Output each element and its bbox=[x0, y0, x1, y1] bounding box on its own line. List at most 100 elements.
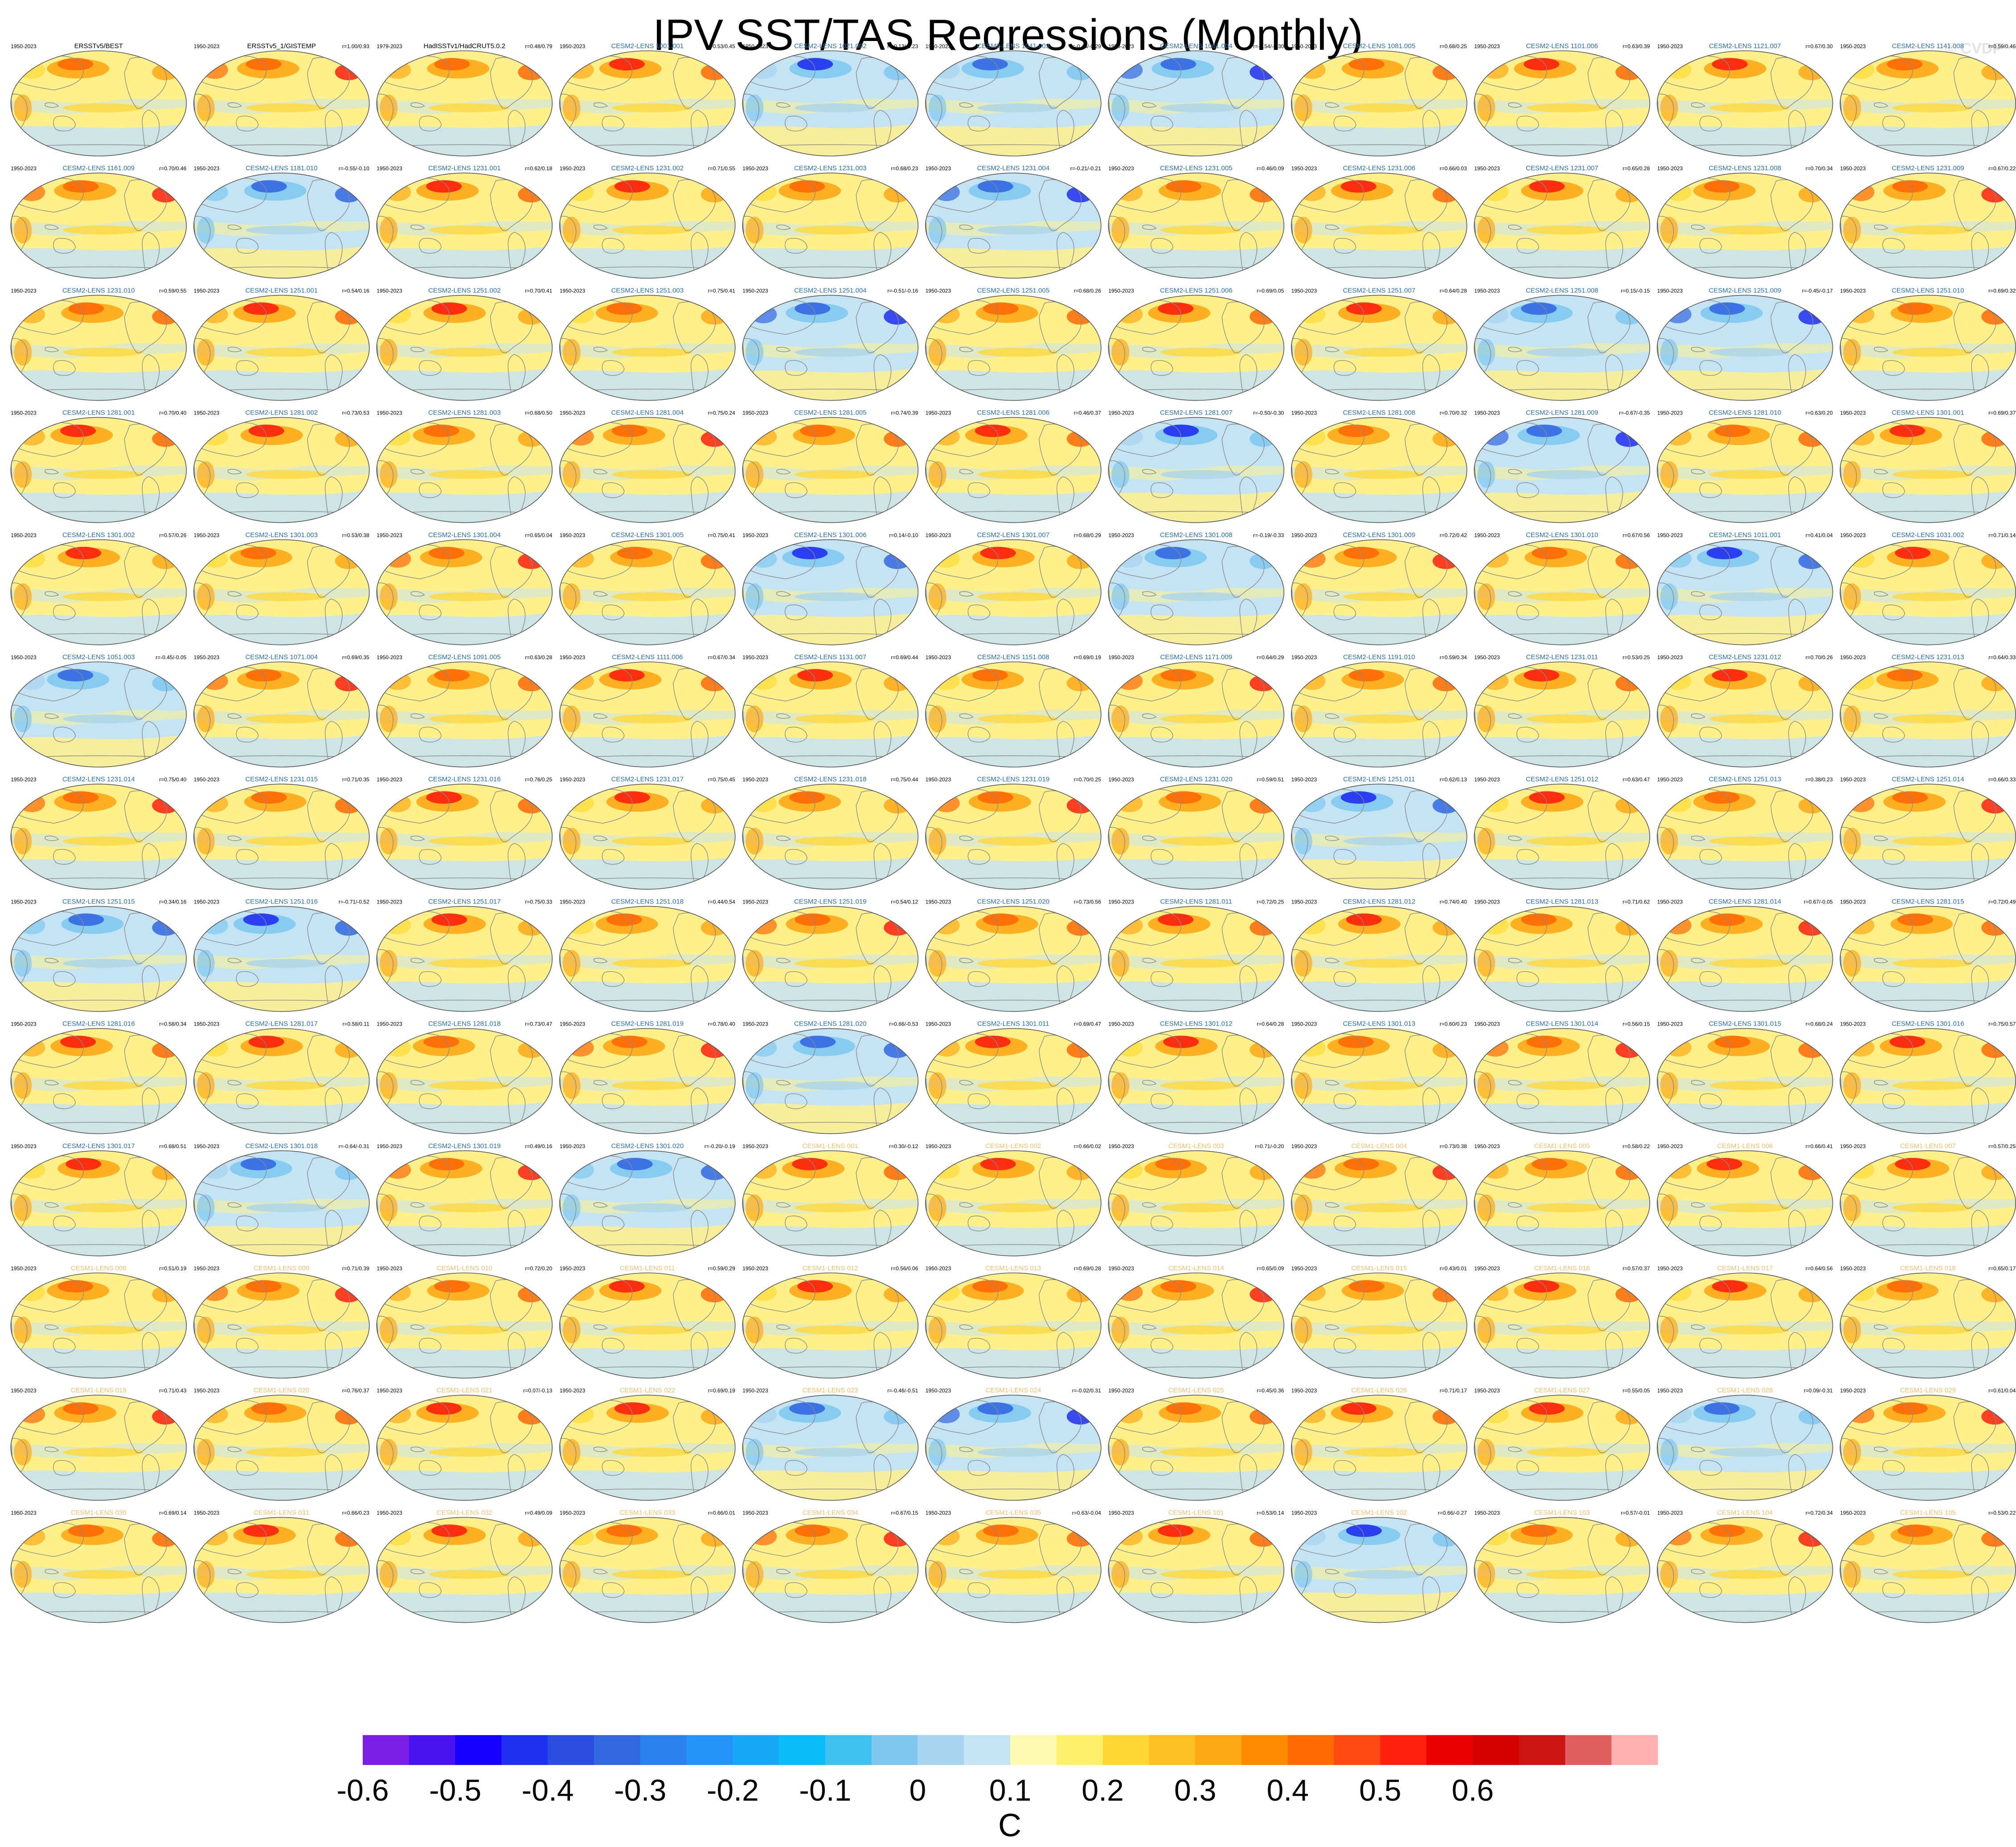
equatorial-pacific-anomaly bbox=[1892, 1448, 1973, 1457]
globe-border bbox=[559, 1395, 736, 1501]
globe-border bbox=[1108, 1395, 1285, 1501]
globe-border bbox=[925, 50, 1102, 156]
coastline bbox=[1445, 665, 1455, 674]
coastline bbox=[1699, 849, 1722, 865]
north-pacific-core bbox=[1526, 424, 1562, 437]
globe-border bbox=[376, 784, 553, 890]
panel-years: 1950-2023 bbox=[1657, 1387, 1683, 1394]
coastline bbox=[1874, 347, 1889, 352]
map-panel: 1950-2023 CESM2-LENS 1301.003 r=0.53/0.38 bbox=[193, 531, 370, 645]
panel-title: CESM2-LENS 1231.015 bbox=[245, 776, 318, 783]
panel-correlation: r=0.63/-0.04 bbox=[1072, 1510, 1101, 1516]
panel-correlation: r=0.71/0.39 bbox=[342, 1265, 369, 1272]
panel-title: CESM2-LENS 1231.009 bbox=[1892, 164, 1964, 172]
panel-title: CESM2-LENS 1301.005 bbox=[611, 531, 684, 539]
coastline bbox=[594, 224, 608, 230]
africa-anomaly bbox=[746, 339, 764, 366]
coastline bbox=[53, 1338, 76, 1354]
north-pacific-core bbox=[1166, 1402, 1202, 1415]
panel-title: CESM2-LENS 1231.010 bbox=[62, 287, 135, 294]
north-pacific-core bbox=[57, 58, 94, 70]
panel-title: CESM1-LENS 010 bbox=[437, 1264, 492, 1272]
panel-correlation: r=0.72/0.34 bbox=[1806, 1510, 1833, 1516]
north-pacific-core bbox=[1166, 180, 1202, 193]
north-pacific-core bbox=[606, 913, 642, 926]
panel-title: CESM1-LENS 001 bbox=[803, 1142, 858, 1150]
north-pacific-core bbox=[1346, 302, 1382, 315]
panel-title: CESM1-LENS 025 bbox=[1168, 1387, 1224, 1394]
coastline bbox=[1699, 1582, 1722, 1598]
map-panel: 1950-2023 CESM2-LENS 1301.007 r=0.68/0.29 bbox=[925, 531, 1102, 645]
panel-title: CESM2-LENS 1301.019 bbox=[428, 1142, 501, 1150]
colorbar-tick-label: -0.2 bbox=[707, 1773, 759, 1807]
equatorial-pacific-anomaly bbox=[1709, 959, 1790, 968]
globe-border bbox=[376, 1517, 553, 1623]
coastline bbox=[785, 849, 807, 865]
coastline bbox=[410, 958, 425, 963]
coastline bbox=[1691, 1202, 1705, 1208]
panel-correlation: r=0.71/0.14 bbox=[1988, 532, 2016, 538]
panel-title: CESM2-LENS 1251.005 bbox=[977, 287, 1049, 294]
panel-correlation: r=-0.02/0.31 bbox=[1072, 1387, 1101, 1394]
map-panel: 1950-2023 CESM1-LENS 030 r=0.69/0.14 bbox=[10, 1509, 187, 1623]
map-panel: 1950-2023 CESM2-LENS 1281.014 r=0.67/-0.05 bbox=[1656, 898, 1833, 1012]
globe-border bbox=[925, 1272, 1102, 1379]
globe-border bbox=[559, 1028, 736, 1134]
coastline bbox=[45, 102, 59, 108]
map-panel: 1950-2023 CESM2-LENS 1101.006 r=0.63/0.39 bbox=[1474, 42, 1651, 156]
panel-correlation: r=0.63/0.20 bbox=[1806, 410, 1833, 416]
africa-anomaly bbox=[928, 461, 947, 488]
panel-years: 1950-2023 bbox=[11, 899, 37, 905]
map-panel: 1950-2023 CESM2-LENS 1251.006 r=0.69/0.05 bbox=[1108, 287, 1285, 401]
map-panel: 1950-2023 CESM1-LENS 016 r=0.57/0.37 bbox=[1474, 1264, 1651, 1379]
map-panel: 1950-2023 CESM2-LENS 1281.016 r=0.58/0.34 bbox=[10, 1020, 187, 1134]
coastline bbox=[1445, 298, 1455, 308]
panel-title: CESM2-LENS 1231.020 bbox=[1160, 776, 1233, 783]
map-panel: 1950-2023 CESM2-LENS 1281.011 r=0.72/0.25 bbox=[1108, 898, 1285, 1012]
coastline bbox=[1994, 1398, 2004, 1408]
panel-years: 1950-2023 bbox=[377, 1143, 402, 1149]
panel-title: CESM1-LENS 005 bbox=[1534, 1142, 1590, 1150]
africa-anomaly bbox=[1660, 339, 1678, 366]
globe-border bbox=[1108, 1272, 1285, 1379]
panel-correlation: r=0.65/0.09 bbox=[1257, 1265, 1284, 1272]
equatorial-pacific-anomaly bbox=[1892, 1081, 1973, 1090]
globe-border bbox=[1656, 661, 1833, 768]
north-pacific-core bbox=[429, 546, 465, 559]
equatorial-pacific-anomaly bbox=[63, 592, 143, 601]
coastline bbox=[1262, 787, 1273, 796]
colorbar-swatch bbox=[1056, 1735, 1103, 1765]
africa-anomaly bbox=[1843, 583, 1861, 610]
coastline bbox=[1691, 1324, 1705, 1330]
map-panel: 1950-2023 CESM1-LENS 027 r=0.55/0.05 bbox=[1474, 1387, 1651, 1501]
map-panel: 1950-2023 CESM2-LENS 1301.010 r=0.67/0.56 bbox=[1474, 531, 1651, 645]
coastline bbox=[1691, 1569, 1705, 1574]
panel-years: 1950-2023 bbox=[194, 776, 220, 783]
coastline bbox=[53, 604, 76, 620]
coastline bbox=[967, 1338, 991, 1354]
map-panel: 1950-2023 CESM2-LENS 1281.013 r=0.71/0.62 bbox=[1474, 898, 1651, 1012]
map-panel: 1950-2023 CESM2-LENS 1301.011 r=0.69/0.47 bbox=[925, 1020, 1102, 1134]
panel-title: CESM2-LENS 1231.013 bbox=[1892, 653, 1964, 661]
africa-anomaly bbox=[197, 1194, 215, 1221]
equatorial-pacific-anomaly bbox=[63, 470, 143, 479]
globe-border bbox=[193, 295, 370, 401]
coastline bbox=[1516, 238, 1539, 254]
coastline bbox=[1874, 224, 1889, 230]
panel-title: CESM2-LENS 1231.019 bbox=[977, 776, 1049, 783]
panel-correlation: r=0.56/0.06 bbox=[891, 1265, 918, 1272]
coastline bbox=[602, 1460, 625, 1476]
panel-title: CESM1-LENS 015 bbox=[1351, 1264, 1407, 1272]
panel-title: CESM2-LENS 1301.016 bbox=[1892, 1020, 1964, 1028]
equatorial-pacific-anomaly bbox=[63, 959, 143, 968]
coastline bbox=[713, 1520, 724, 1530]
panel-years: 1950-2023 bbox=[1108, 410, 1134, 416]
coastline bbox=[1142, 1202, 1157, 1208]
panel-title: CESM2-LENS 1191.010 bbox=[1343, 653, 1415, 661]
globe-border bbox=[1291, 661, 1467, 768]
africa-anomaly bbox=[1477, 950, 1496, 977]
panel-title: CESM1-LENS 023 bbox=[803, 1387, 858, 1394]
map-panel: 1950-2023 CESM2-LENS 1251.005 r=0.68/0.26 bbox=[925, 287, 1102, 401]
colorbar-swatch bbox=[1380, 1735, 1427, 1765]
panel-years: 1950-2023 bbox=[926, 1021, 951, 1027]
